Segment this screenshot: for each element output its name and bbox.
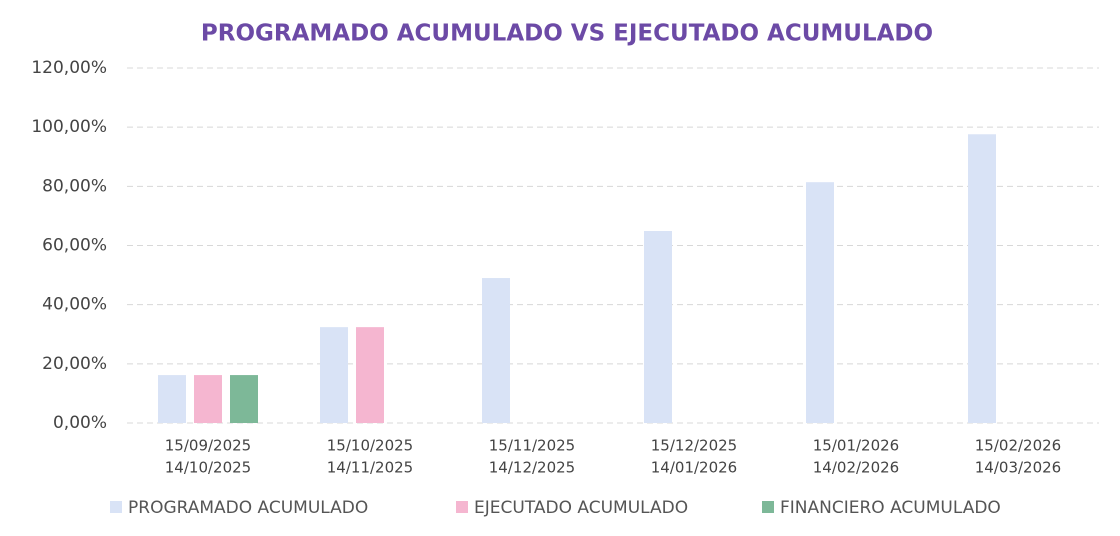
y-tick-label: 60,00% — [42, 236, 107, 256]
bar — [194, 375, 222, 423]
y-tick-label: 120,00% — [31, 58, 107, 78]
bar — [482, 278, 510, 423]
legend-label: PROGRAMADO ACUMULADO — [128, 498, 368, 518]
bar — [968, 134, 996, 423]
bar — [644, 231, 672, 423]
bar — [320, 327, 348, 423]
x-tick-label: 14/03/2026 — [975, 459, 1061, 477]
legend-label: FINANCIERO ACUMULADO — [780, 498, 1001, 518]
y-tick-label: 100,00% — [31, 117, 107, 137]
y-tick-label: 20,00% — [42, 354, 107, 374]
y-tick-label: 0,00% — [53, 413, 107, 433]
legend-label: EJECUTADO ACUMULADO — [474, 498, 688, 518]
bar — [158, 375, 186, 423]
legend-swatch — [110, 501, 122, 513]
x-tick-label: 14/02/2026 — [813, 459, 899, 477]
legend-swatch — [762, 501, 774, 513]
x-tick-label: 14/01/2026 — [651, 459, 737, 477]
y-tick-label: 80,00% — [42, 176, 107, 196]
legend-swatch — [456, 501, 468, 513]
x-tick-label: 14/11/2025 — [327, 459, 413, 477]
x-tick-label: 15/02/2026 — [975, 437, 1061, 455]
x-tick-label: 15/01/2026 — [813, 437, 899, 455]
x-tick-label: 15/10/2025 — [327, 437, 413, 455]
x-tick-label: 15/09/2025 — [165, 437, 251, 455]
bar — [356, 327, 384, 423]
x-tick-label: 15/12/2025 — [651, 437, 737, 455]
y-tick-label: 40,00% — [42, 295, 107, 315]
x-tick-label: 14/10/2025 — [165, 459, 251, 477]
bar — [806, 182, 834, 423]
bar — [230, 375, 258, 423]
x-tick-label: 15/11/2025 — [489, 437, 575, 455]
chart-title: PROGRAMADO ACUMULADO VS EJECUTADO ACUMUL… — [201, 21, 933, 47]
x-tick-label: 14/12/2025 — [489, 459, 575, 477]
